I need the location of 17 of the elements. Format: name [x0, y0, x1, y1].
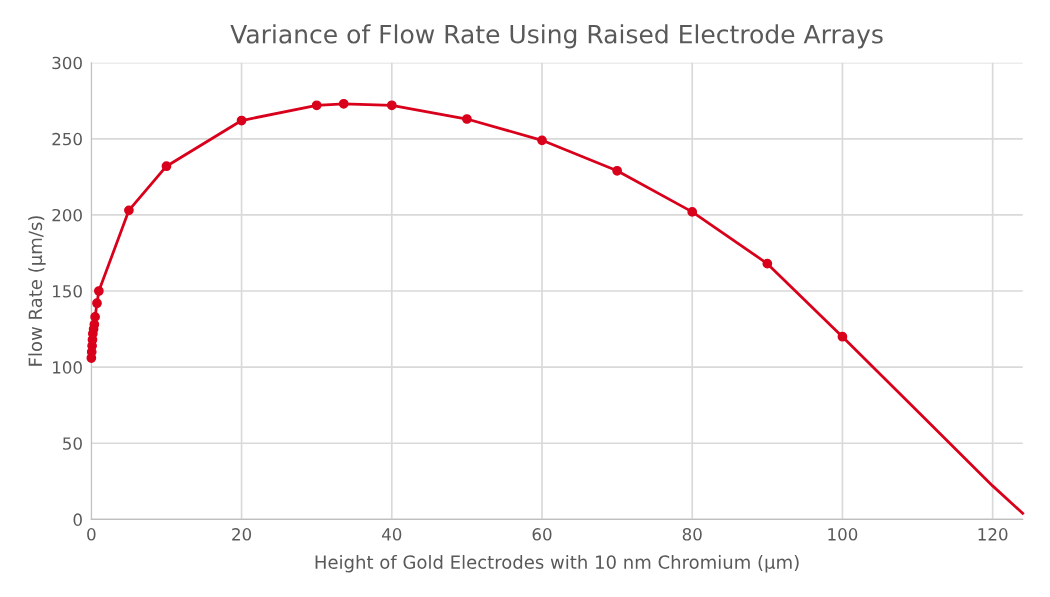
chart-title: Variance of Flow Rate Using Raised Electrode Arrays: [230, 24, 883, 49]
x-tick-label: 60: [532, 528, 552, 541]
y-tick-label: 150: [53, 285, 82, 298]
x-tick-label: 120: [978, 528, 1008, 541]
x-tick-label: 0: [87, 528, 96, 541]
x-tick-label: 80: [682, 528, 702, 541]
x-tick-label: 20: [232, 528, 252, 541]
y-tick-label: 0: [73, 513, 82, 526]
y-tick-label: 50: [63, 437, 82, 450]
y-tick-label: 300: [52, 56, 82, 70]
y-tick-label: 100: [53, 361, 82, 374]
y-tick-label: 200: [52, 208, 82, 222]
x-axis-title: Height of Gold Electrodes with 10 nm Chromium (µm): [315, 554, 799, 573]
x-tick-label: 100: [828, 528, 858, 541]
x-tick-label: 40: [382, 528, 402, 541]
y-axis-title: Flow Rate (µm/s): [28, 216, 46, 366]
y-tick-label: 250: [52, 132, 82, 146]
